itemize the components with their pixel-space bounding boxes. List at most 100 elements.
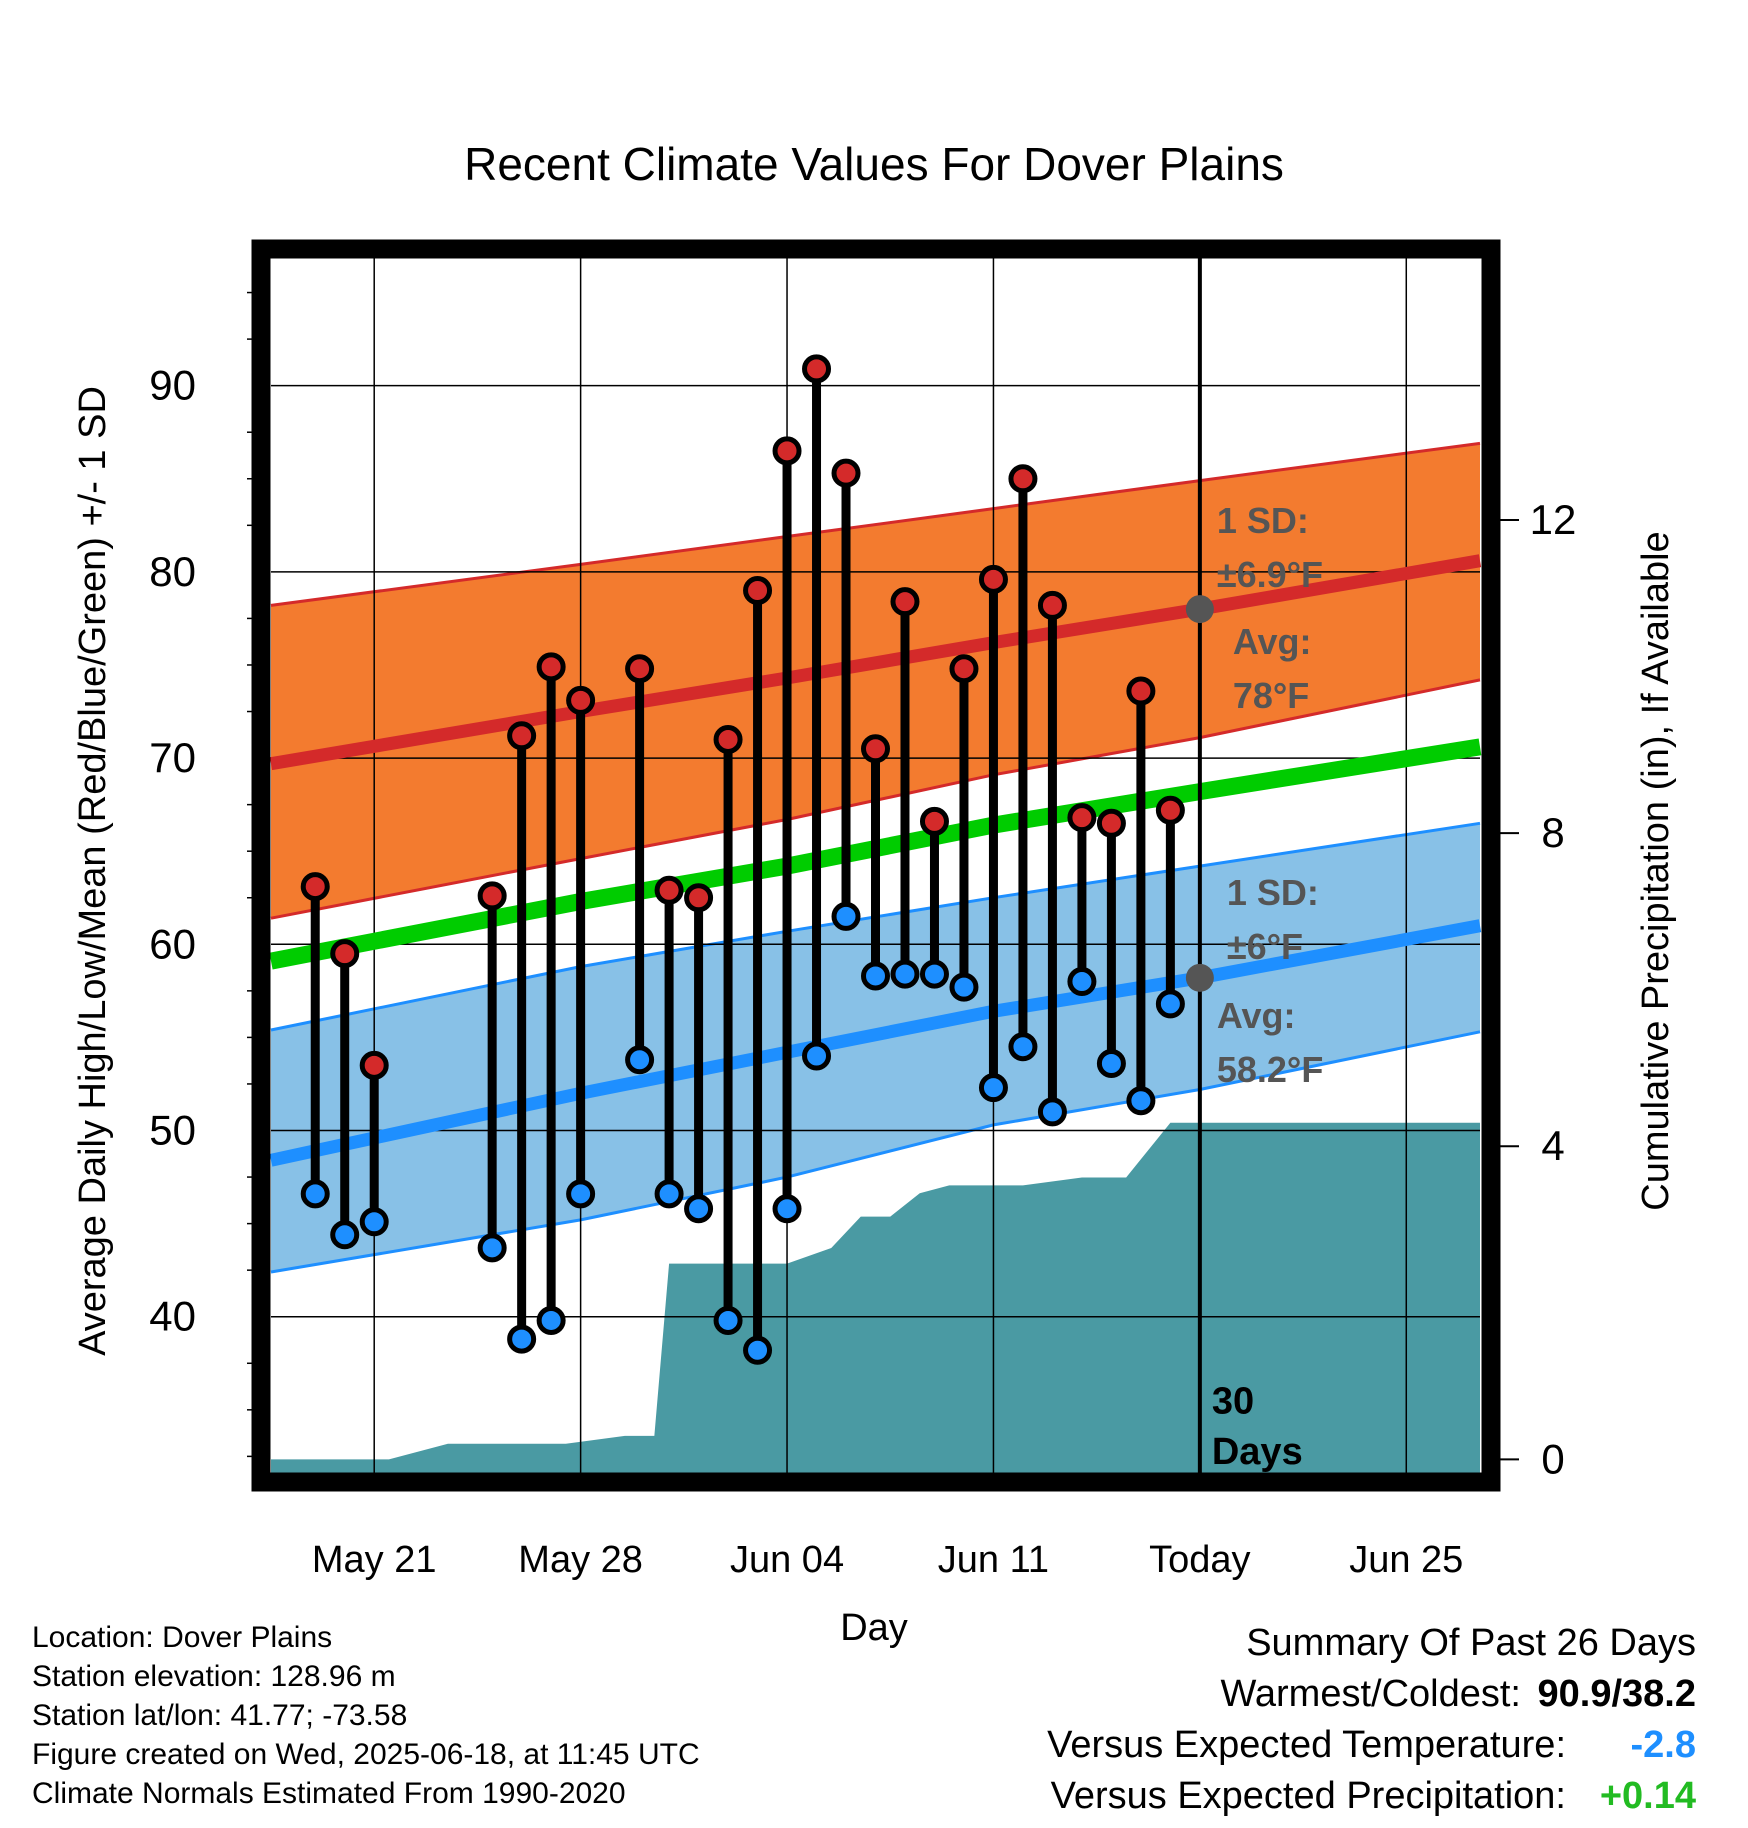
low-sd-band [271,823,1480,1273]
daily-low-point [654,1179,684,1209]
daily-low-point [1126,1086,1156,1116]
daily-high-point [1096,808,1126,838]
daily-high-point [713,724,743,754]
daily-high-point [802,354,832,384]
daily-low-point [713,1305,743,1335]
daily-low-point [507,1324,537,1354]
high-sd-label: 1 SD: [1217,500,1309,541]
daily-high-point [919,806,949,836]
daily-low-point [743,1335,773,1365]
low-avg-value: 58.2°F [1217,1049,1323,1090]
summary-temperature: Versus Expected Temperature: -2.8 [796,1720,1696,1771]
daily-high-point [566,685,596,715]
high-sd-band-lower-edge [270,678,1481,920]
figure-created: Figure created on Wed, 2025-06-18, at 11… [32,1738,700,1771]
high-sd-value: ±6.9°F [1217,554,1323,595]
daily-low-point [625,1045,655,1075]
today-days-number: 30 [1212,1381,1254,1423]
daily-low-point [919,959,949,989]
high-sd-band [271,443,1480,919]
precipitation-value: +0.14 [1599,1775,1696,1817]
overall-mean-line [269,738,1482,970]
precipitation-area [271,1122,1480,1475]
daily-high-point [743,575,773,605]
daily-low-point [1096,1048,1126,1078]
daily-low-point [1067,967,1097,997]
daily-high-point [831,458,861,488]
low-sd-value: ±6°F [1227,926,1303,967]
high-avg-label: Avg: [1233,621,1312,662]
observations [300,354,1185,1365]
y-tick-label: 40 [149,1293,196,1340]
daily-high-point [536,652,566,682]
summary-title: Summary Of Past 26 Days [1246,1622,1696,1664]
summary-panel: Summary Of Past 26 Days Warmest/Coldest:… [796,1618,1696,1822]
temperature-value: -2.8 [1630,1724,1696,1766]
low-sd-label: 1 SD: [1227,872,1319,913]
x-tick-label: Jun 04 [730,1539,844,1581]
axes: May 21 May 28 Jun 04 Jun 11 Today Jun 2540506… [149,291,1577,1581]
daily-high-point [1037,590,1067,620]
daily-high-point [1067,803,1097,833]
daily-high-point [861,734,890,764]
station-elevation: Station elevation: 128.96 m [32,1660,396,1693]
x-tick-label: May 28 [518,1539,643,1581]
daily-low-point [536,1305,566,1335]
daily-high-point [978,564,1008,594]
chart-title: Recent Climate Values For Dover Plains [464,138,1284,190]
daily-high-point [1008,464,1038,494]
daily-low-point [359,1207,389,1237]
daily-low-point [890,959,920,989]
y2-tick-label: 4 [1541,1122,1564,1169]
station-latlon: Station lat/lon: 41.77; -73.58 [32,1699,408,1732]
plot-border [251,239,1501,1492]
daily-low-point [861,961,890,991]
daily-high-point [949,654,979,684]
annotations: 1 SD: ±6.9°F Avg: 78°F 1 SD: ±6°F Avg: 58.2°F 30… [1185,500,1323,1473]
x-tick-label: Today [1149,1539,1250,1581]
low-sd-band-upper-edge [270,821,1481,1032]
daily-high-point [890,587,920,617]
warmest-coldest-label: Warmest/Coldest: [1220,1673,1521,1715]
low-avg-marker [1185,963,1214,992]
low-sd-band-lower-edge [270,1030,1481,1274]
daily-low-point [1155,989,1185,1019]
y-tick-label: 70 [149,734,196,781]
summary-precipitation: Versus Expected Precipitation: +0.14 [796,1771,1696,1822]
daily-low-point [1037,1097,1067,1127]
daily-high-point [684,883,714,913]
x-tick-label: May 21 [312,1539,437,1581]
x-tick-label: Jun 11 [938,1539,1049,1581]
daily-high-point [477,881,507,911]
station-info: Location: Dover Plains Station elevation… [32,1618,932,1813]
daily-high-point [300,872,330,902]
x-axis-label: Day [840,1607,908,1649]
daily-low-point [949,972,979,1002]
y2-tick-label: 8 [1541,809,1564,856]
low-avg-label: Avg: [1217,995,1296,1036]
y2-tick-label: 0 [1541,1435,1564,1482]
precipitation-label: Versus Expected Precipitation: [1050,1775,1566,1817]
summary-warmest-coldest: Warmest/Coldest: 90.9/38.2 [796,1669,1696,1720]
x-tick-label: Jun 25 [1349,1539,1463,1581]
daily-low-point [330,1220,360,1250]
y2-tick-label: 12 [1530,496,1577,543]
high-avg-value: 78°F [1233,675,1309,716]
daily-high-point [772,436,802,466]
y-tick-label: 80 [149,548,196,595]
daily-low-point [802,1041,832,1071]
daily-high-point [507,721,537,751]
climate-normals-note: Climate Normals Estimated From 1990-2020 [32,1777,626,1810]
today-days-word: Days [1212,1431,1303,1473]
daily-high-point [654,875,684,905]
daily-low-point [978,1073,1008,1103]
y-tick-label: 90 [149,362,196,409]
daily-low-point [1008,1032,1038,1062]
daily-low-point [566,1179,596,1209]
y-axis-label: Average Daily High/Low/Mean (Red/Blue/Gr… [72,386,114,1356]
warmest-coldest-value: 90.9/38.2 [1537,1673,1696,1715]
normal-bands [270,441,1481,1274]
y2-axis-label: Cumulative Precipitation (in), If Availa… [1635,531,1677,1210]
y-tick-label: 60 [149,920,196,967]
